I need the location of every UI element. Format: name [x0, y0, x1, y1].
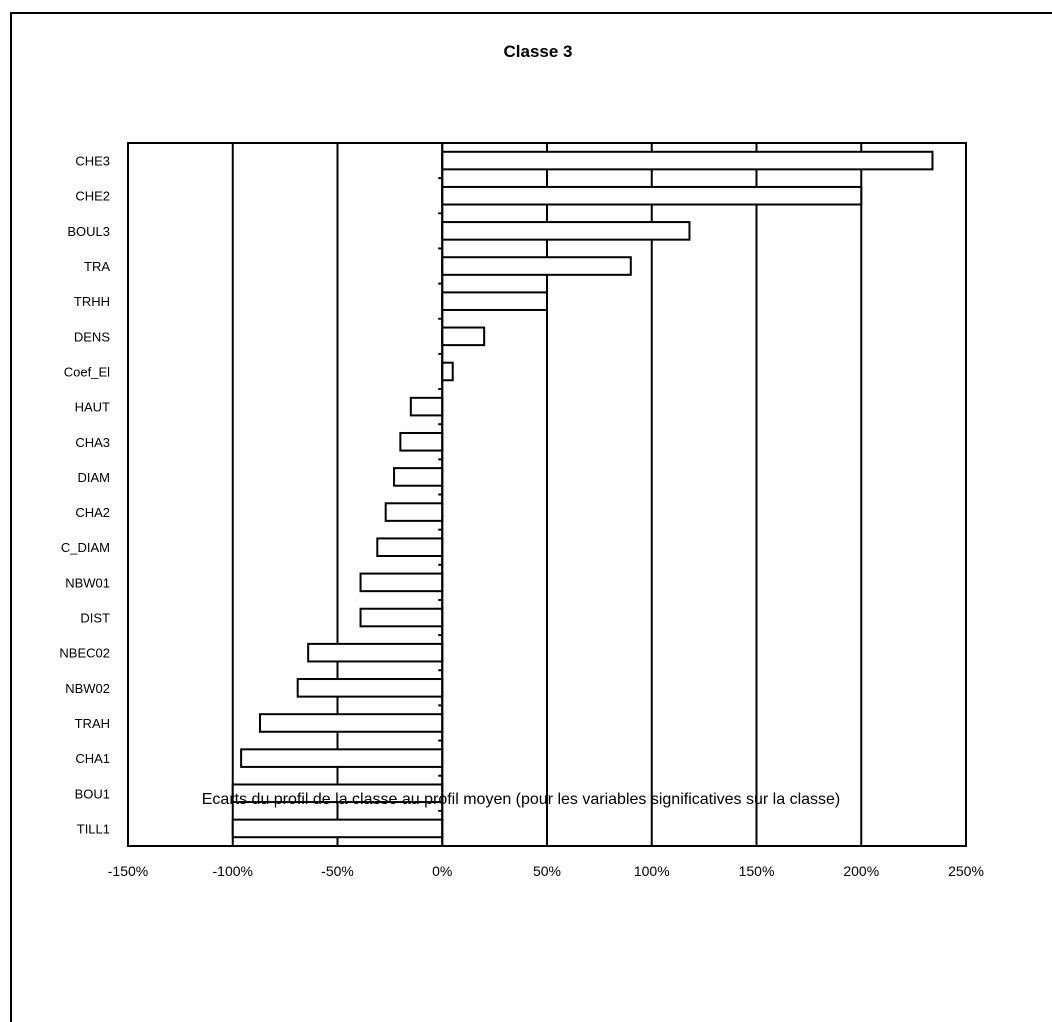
x-tick-label: -150%	[108, 863, 148, 879]
category-label: HAUT	[75, 400, 110, 415]
category-label: Coef_El	[64, 364, 110, 379]
x-tick-label: 100%	[634, 863, 670, 879]
category-label: BOUL3	[67, 224, 110, 239]
x-tick-labels: -150% -100% -50% 0% 50% 100% 150% 200% 250%	[108, 863, 984, 879]
zero-axis	[438, 143, 444, 846]
bar-nbec02	[307, 642, 444, 663]
category-label: CHA2	[75, 505, 110, 520]
bar-trah	[258, 713, 444, 733]
bar-cha1	[240, 748, 444, 768]
category-label: TRA	[84, 259, 110, 274]
category-label: CHE2	[75, 189, 110, 204]
category-label: NBW01	[65, 575, 110, 590]
bar-trhh	[441, 291, 548, 311]
category-label: CHA3	[75, 435, 110, 450]
bar-diam	[393, 467, 444, 487]
chart-frame	[10, 12, 1052, 1022]
x-tick-label: -100%	[213, 863, 253, 879]
category-label: TRAH	[75, 716, 110, 731]
category-label: DIST	[80, 611, 110, 626]
x-tick-label: 0%	[432, 863, 452, 879]
bar-boul3	[441, 221, 691, 241]
bar-cha2	[384, 502, 444, 522]
category-label: NBW02	[65, 681, 110, 696]
category-label: C_DIAM	[61, 540, 110, 555]
bar-till1	[231, 818, 444, 839]
category-labels: CHE3 CHE2 BOUL3 TRA TRHH DENS Coef_El HAUT CHA3 D…	[59, 154, 110, 837]
category-label: BOU1	[75, 786, 110, 801]
bar-haut	[409, 396, 444, 417]
category-label: CHA1	[75, 751, 110, 766]
bar-che2	[441, 185, 863, 206]
x-tick-label: 200%	[843, 863, 879, 879]
category-label: DENS	[74, 329, 110, 344]
chart-title: Classe 3	[504, 42, 573, 61]
chart-caption: Ecarts du profil de la classe au profil …	[202, 791, 841, 808]
x-tick-label: 250%	[948, 863, 984, 879]
category-label: TILL1	[77, 821, 110, 836]
bar-dens	[441, 326, 486, 347]
bar-cha3	[399, 431, 444, 452]
bar-che3	[441, 150, 934, 171]
category-label: DIAM	[78, 470, 111, 485]
category-label: TRHH	[74, 294, 110, 309]
bar-coef-el	[441, 361, 454, 382]
bar-tra	[441, 256, 632, 276]
x-tick-label: 50%	[533, 863, 561, 879]
category-label: NBEC02	[59, 646, 110, 661]
bar-nbw01	[359, 572, 444, 593]
bar-nbw02	[296, 678, 444, 698]
x-tick-label: -50%	[321, 863, 354, 879]
bar-dist	[359, 607, 444, 628]
x-tick-label: 150%	[739, 863, 775, 879]
bar-c-diam	[376, 537, 444, 558]
grid-lines	[127, 142, 967, 847]
category-label: CHE3	[75, 154, 110, 169]
